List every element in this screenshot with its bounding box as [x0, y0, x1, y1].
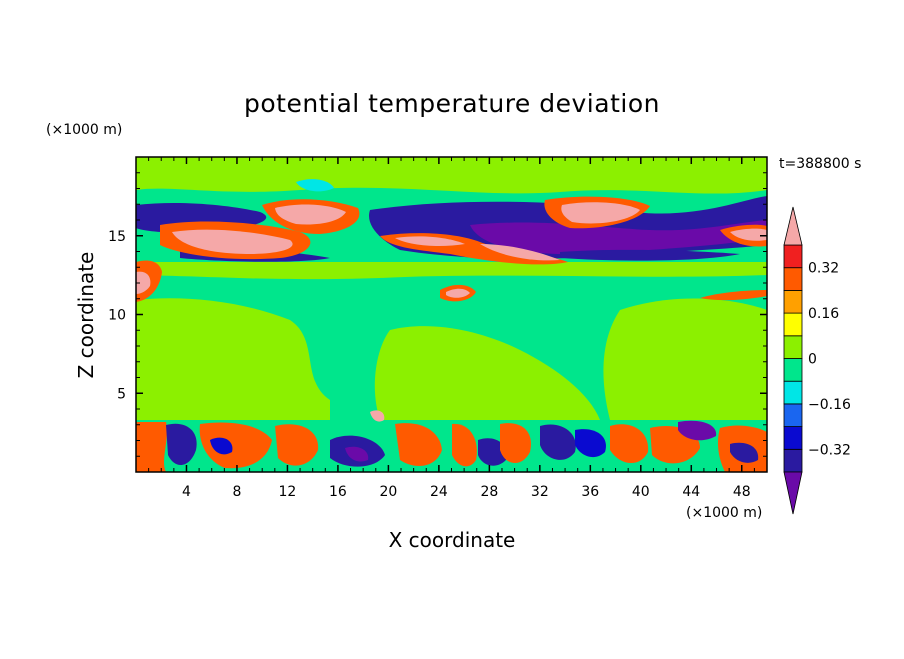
chart-title: potential temperature deviation: [244, 89, 660, 118]
bl-warm-4: [395, 423, 442, 466]
colorbar-bottom-arrow: [783, 471, 803, 515]
colorbar-tick-label: −0.16: [808, 397, 851, 413]
x-tick-label: 12: [279, 484, 297, 500]
x-axis-unit: (×1000 m): [686, 505, 762, 521]
x-tick-label: 24: [430, 484, 448, 500]
field-patch-mid-right: [603, 298, 767, 420]
warm-blob-edge-left: [136, 271, 151, 294]
bl-purple-2: [678, 420, 717, 441]
colorbar-tick-label: −0.32: [808, 442, 851, 458]
bl-warm-5: [452, 423, 477, 467]
bl-cold-5: [730, 442, 759, 463]
colorbar-swatch: [783, 312, 803, 337]
x-tick-label: 36: [581, 484, 599, 500]
warm-streak-right: [700, 290, 767, 301]
y-tick-label: 15: [108, 229, 126, 245]
x-tick-label: 44: [682, 484, 700, 500]
x-tick-label: 48: [733, 484, 751, 500]
bl-blue-1: [210, 437, 233, 455]
warm-blob-center-core: [446, 288, 470, 298]
bl-warm-1: [136, 422, 167, 472]
warm-blob-mid: [395, 236, 465, 246]
warm-blob-right: [561, 202, 640, 224]
colorbar-swatch: [783, 358, 803, 382]
colorbar-swatch: [783, 403, 803, 427]
colorbar-swatch: [783, 289, 803, 314]
time-label: t=388800 s: [779, 156, 861, 172]
bl-purple-1: [345, 446, 369, 462]
plot-area: [136, 157, 767, 472]
warm-blob-left: [172, 229, 293, 254]
field-patch-cyan: [296, 179, 334, 192]
bl-warm-7: [610, 424, 649, 464]
warm-blob-mid-right: [480, 244, 560, 261]
field-patch-band: [136, 262, 767, 280]
bl-warm-2: [199, 422, 272, 469]
field-patch-mid-left: [136, 298, 330, 420]
bl-warm-3: [275, 424, 319, 466]
bl-cold-4: [540, 424, 576, 460]
colorbar-tick-label: 0.16: [808, 306, 839, 322]
x-tick-label: 28: [480, 484, 498, 500]
x-tick-label: 8: [232, 484, 241, 500]
x-axis-label: X coordinate: [389, 528, 516, 552]
bl-warm-spot: [370, 410, 385, 422]
colorbar-swatch: [783, 448, 803, 473]
x-tick-label: 32: [531, 484, 549, 500]
warm-blob-far-right: [730, 228, 767, 241]
colorbar-tick-label: 0.32: [808, 261, 839, 277]
colorbar-swatch: [783, 380, 803, 405]
y-tick-label: 10: [108, 308, 126, 324]
colorbar: 0.32 0.16 0 −0.16 −0.32: [783, 206, 851, 515]
field-patch-mid-center: [374, 326, 600, 420]
field-patch-upper: [136, 157, 767, 194]
colorbar-swatch: [783, 426, 803, 450]
colorbar-swatch: [783, 267, 803, 291]
x-tick-label: 16: [329, 484, 347, 500]
bl-warm-6: [500, 423, 531, 464]
y-axis-label: Z coordinate: [74, 252, 98, 379]
colorbar-tick-label: 0: [808, 352, 817, 368]
x-tick-label: 40: [632, 484, 650, 500]
colorbar-swatch: [783, 335, 803, 359]
x-tick-label: 20: [379, 484, 397, 500]
x-tick-label: 4: [182, 484, 191, 500]
bl-cold-1: [166, 423, 197, 466]
colorbar-top-arrow: [783, 206, 803, 246]
warm-blob-upper-center: [275, 204, 346, 225]
y-tick-label: 5: [117, 386, 126, 402]
bl-cold-3: [478, 438, 507, 466]
colorbar-swatch: [783, 244, 803, 269]
y-axis-unit: (×1000 m): [46, 122, 122, 138]
bl-blue-2: [575, 429, 606, 458]
cold-band-lower-right: [560, 249, 740, 261]
cold-core: [470, 220, 767, 255]
